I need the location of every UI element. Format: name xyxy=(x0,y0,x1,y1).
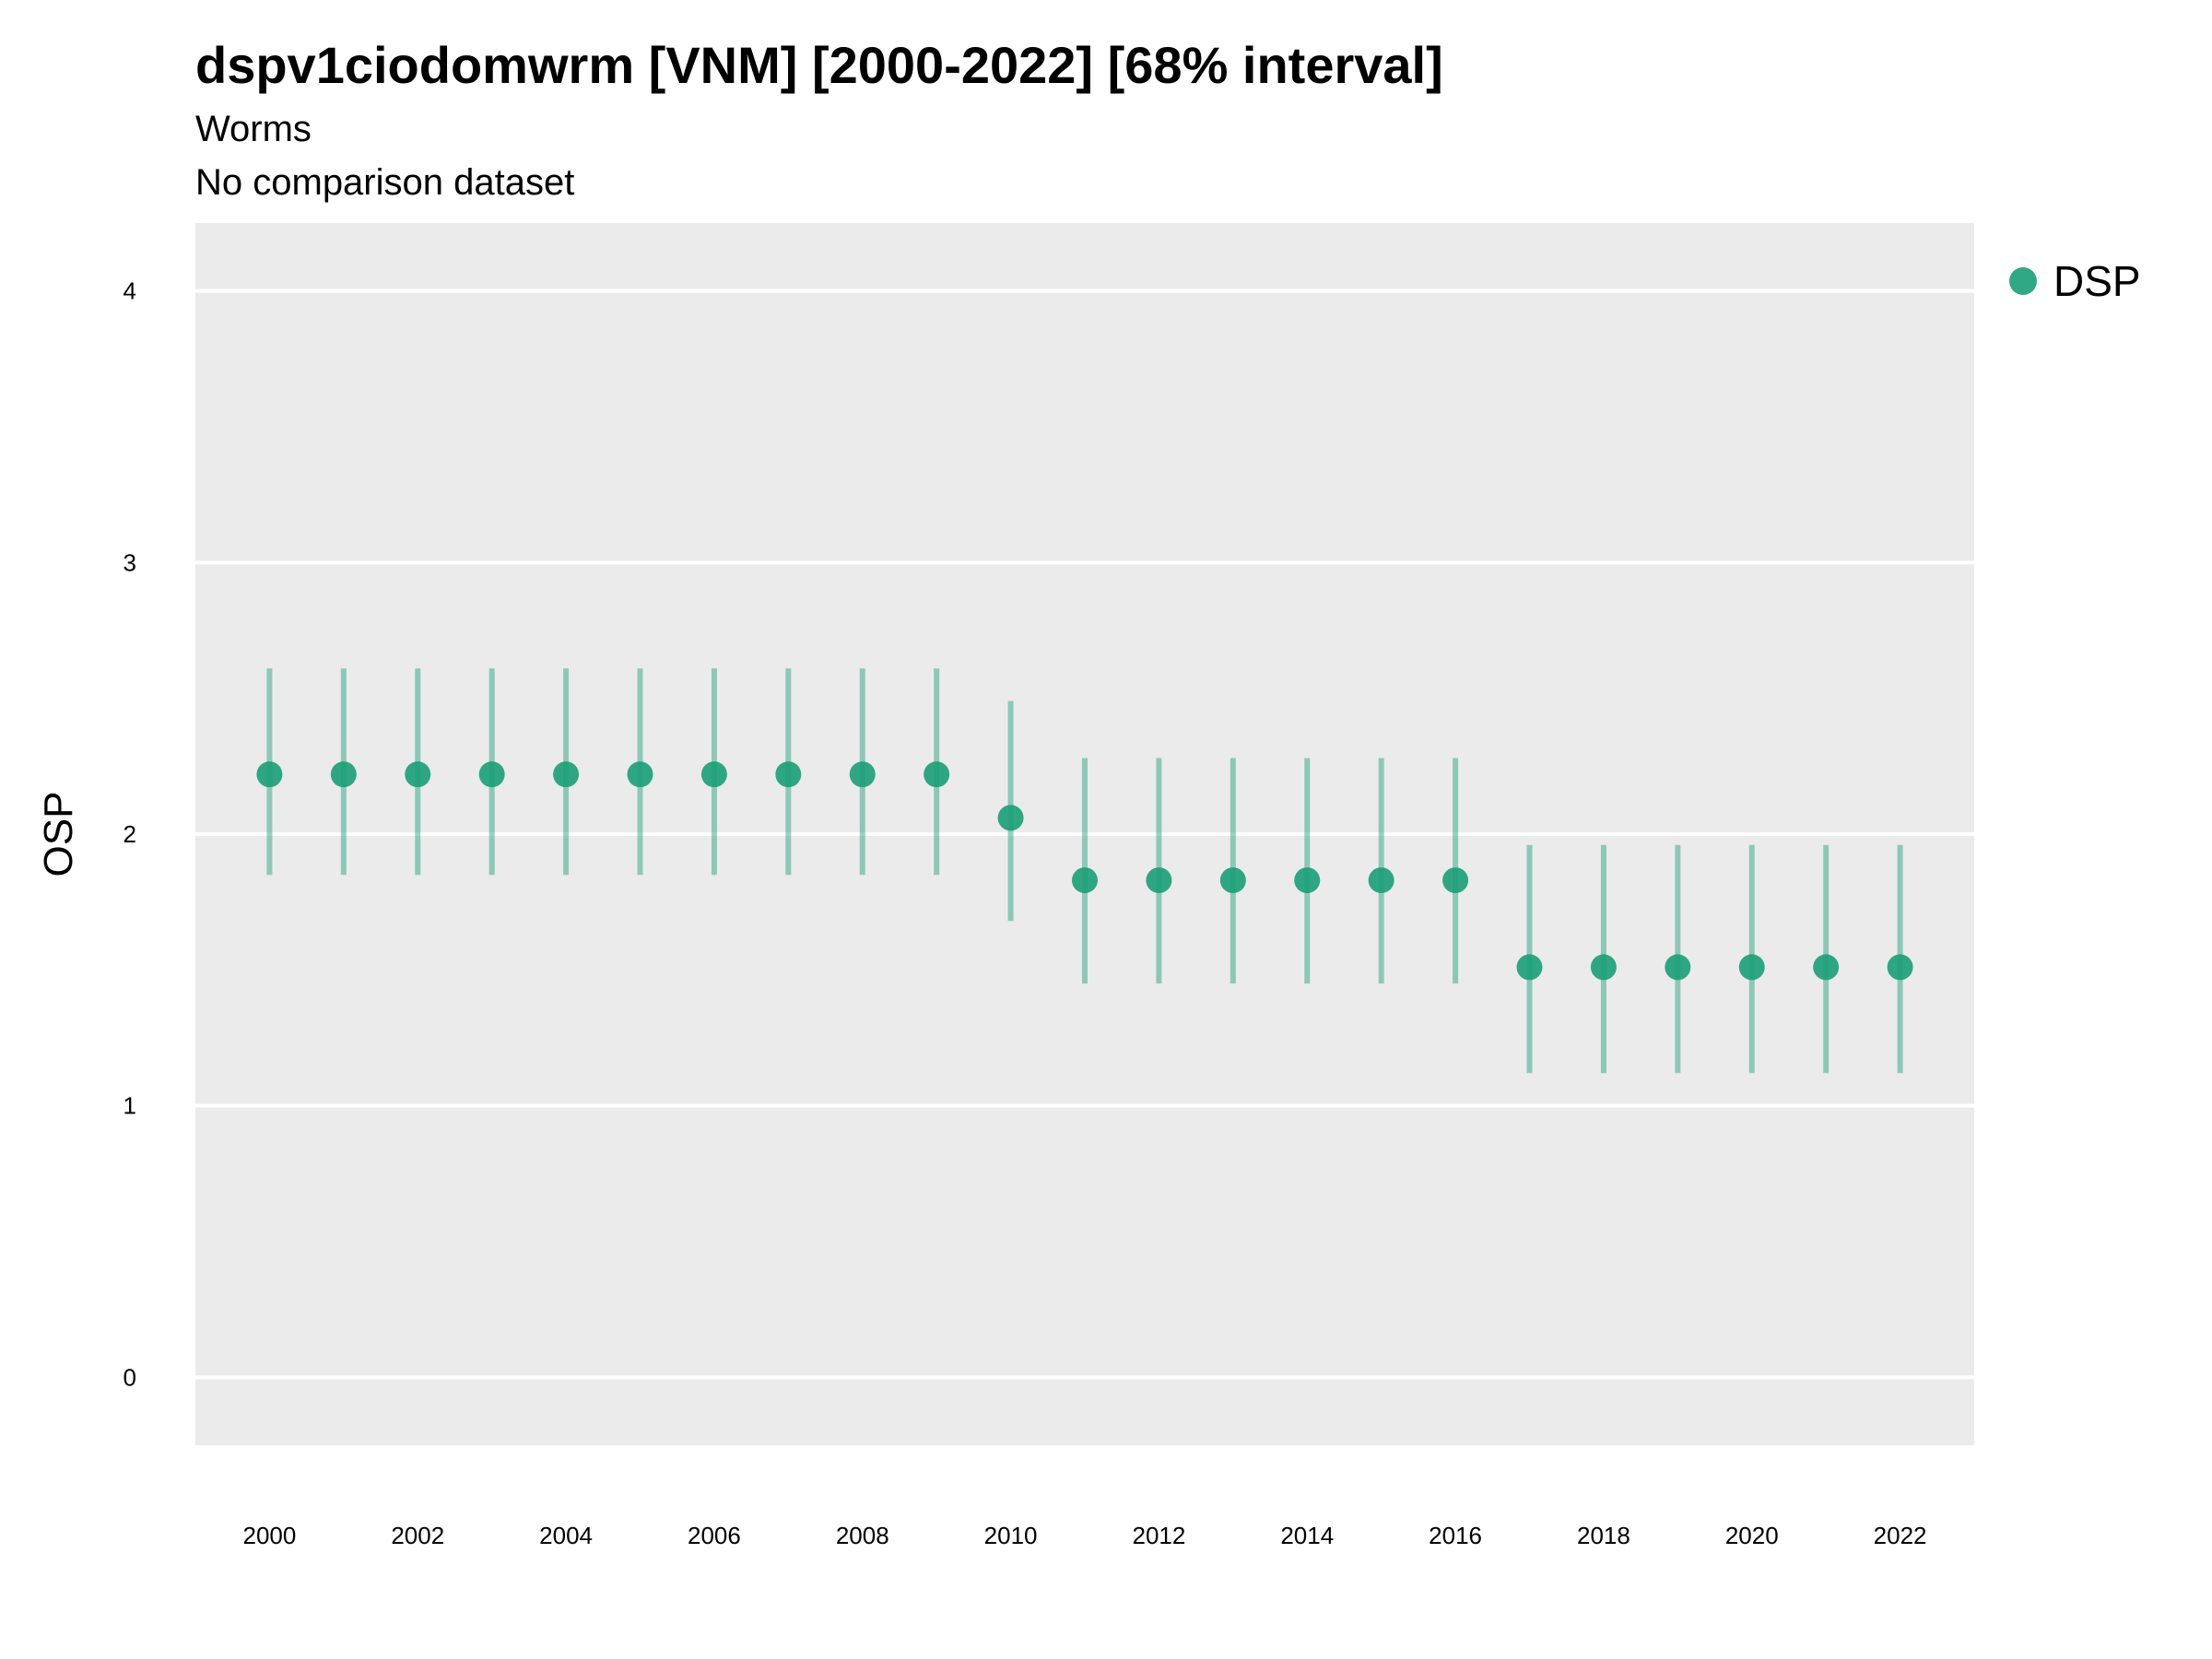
data-point xyxy=(1072,867,1098,894)
data-point xyxy=(1887,954,1913,981)
chart-subtitle: Worms xyxy=(195,109,312,149)
x-tick-label: 2010 xyxy=(984,1522,1038,1549)
data-point xyxy=(775,761,802,788)
y-tick-label: 1 xyxy=(124,1092,136,1120)
legend-key-dsp xyxy=(2009,267,2037,295)
data-point xyxy=(849,761,876,788)
data-point xyxy=(1665,954,1691,981)
x-tick-label: 2006 xyxy=(688,1522,741,1549)
data-point xyxy=(1442,867,1469,894)
data-point xyxy=(553,761,580,788)
legend-label-dsp: DSP xyxy=(2053,257,2141,305)
data-point xyxy=(1813,954,1840,981)
x-tick-label: 2000 xyxy=(242,1522,296,1549)
x-tick-label: 2004 xyxy=(539,1522,593,1549)
data-point xyxy=(256,761,283,788)
data-point xyxy=(627,761,653,788)
y-tick-label: 4 xyxy=(124,277,136,305)
data-point xyxy=(405,761,431,788)
chart-caption: No comparison dataset xyxy=(195,162,575,203)
y-tick-label: 0 xyxy=(124,1363,136,1391)
data-point xyxy=(1590,954,1617,981)
data-point xyxy=(1368,867,1394,894)
legend: DSP xyxy=(2009,256,2141,306)
x-tick-label: 2018 xyxy=(1577,1522,1630,1549)
data-point xyxy=(924,761,950,788)
y-tick-label: 2 xyxy=(124,820,136,848)
data-point xyxy=(1219,867,1246,894)
x-tick-label: 2020 xyxy=(1725,1522,1779,1549)
x-tick-label: 2002 xyxy=(391,1522,444,1549)
chart-title: dspv1ciodomwrm [VNM] [2000-2022] [68% in… xyxy=(195,36,1443,94)
data-point xyxy=(478,761,505,788)
x-tick-label: 2014 xyxy=(1280,1522,1334,1549)
y-tick-label: 3 xyxy=(124,548,136,576)
y-axis-label: OSP xyxy=(36,792,81,877)
data-point xyxy=(1146,867,1172,894)
data-point xyxy=(1294,867,1321,894)
data-point xyxy=(330,761,357,788)
data-point xyxy=(700,761,727,788)
x-tick-label: 2016 xyxy=(1429,1522,1482,1549)
data-point xyxy=(1738,954,1765,981)
data-point xyxy=(1516,954,1543,981)
x-tick-label: 2012 xyxy=(1132,1522,1185,1549)
data-point xyxy=(997,805,1024,831)
x-tick-label: 2008 xyxy=(836,1522,889,1549)
x-tick-label: 2022 xyxy=(1874,1522,1927,1549)
